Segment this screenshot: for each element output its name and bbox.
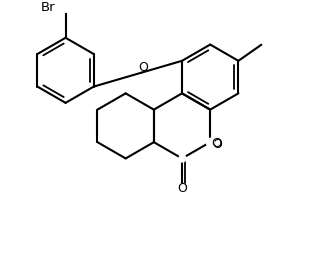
Text: Br: Br <box>41 1 56 14</box>
Text: O: O <box>138 61 148 74</box>
Text: O: O <box>211 136 222 150</box>
Text: O: O <box>212 138 222 151</box>
Text: O: O <box>177 182 187 195</box>
